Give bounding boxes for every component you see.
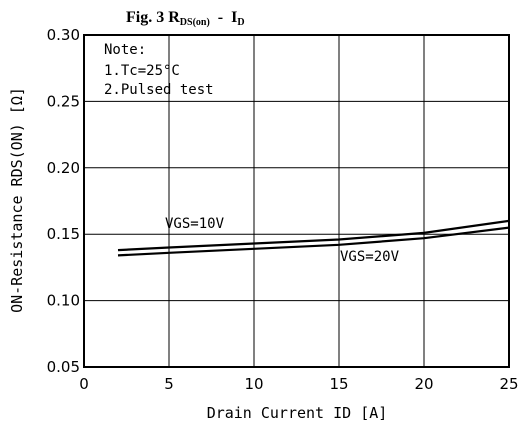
- series-line-vgs-20v: [117, 226, 510, 257]
- y-tick-label: 0.30: [47, 26, 80, 44]
- title-prefix: Fig. 3 R: [126, 9, 180, 26]
- grid: [84, 35, 509, 367]
- plot-frame: [83, 34, 510, 368]
- x-tick-label: 20: [414, 375, 433, 393]
- series-label-vgs-20v: VGS=20V: [340, 249, 400, 265]
- x-tick-label: 25: [499, 375, 518, 393]
- x-tick-label: 15: [329, 375, 348, 393]
- chart-title: Fig. 3 RDS(on) - ID: [126, 9, 245, 28]
- series-label-vgs-10v: VGS=10V: [165, 216, 225, 232]
- x-tick-label: 5: [164, 375, 174, 393]
- y-tick-label: 0.15: [47, 225, 80, 243]
- title-subscript: DS(on): [180, 17, 210, 28]
- note-pulsed: 2.Pulsed test: [104, 82, 214, 98]
- series-lines: [117, 219, 510, 257]
- title-subscript2: D: [237, 17, 244, 28]
- tick-labels: 0 5 10 15 20 25 0.05 0.10 0.15 0.20 0.25 0.30: [47, 26, 519, 393]
- y-tick-label: 0.05: [47, 358, 80, 376]
- x-tick-label: 10: [244, 375, 263, 393]
- note-heading: Note:: [104, 42, 146, 58]
- y-axis-label: ON-Resistance RDS(ON) [Ω]: [8, 87, 26, 313]
- y-tick-label: 0.25: [47, 92, 80, 110]
- note-temperature: 1.Tc=25°C: [104, 63, 180, 79]
- y-tick-label: 0.20: [47, 159, 80, 177]
- series-line-vgs-10v: [117, 219, 510, 252]
- title-separator: - I: [210, 9, 238, 26]
- x-axis-label: Drain Current ID [A]: [207, 404, 388, 422]
- x-tick-label: 0: [79, 375, 89, 393]
- y-tick-label: 0.10: [47, 292, 80, 310]
